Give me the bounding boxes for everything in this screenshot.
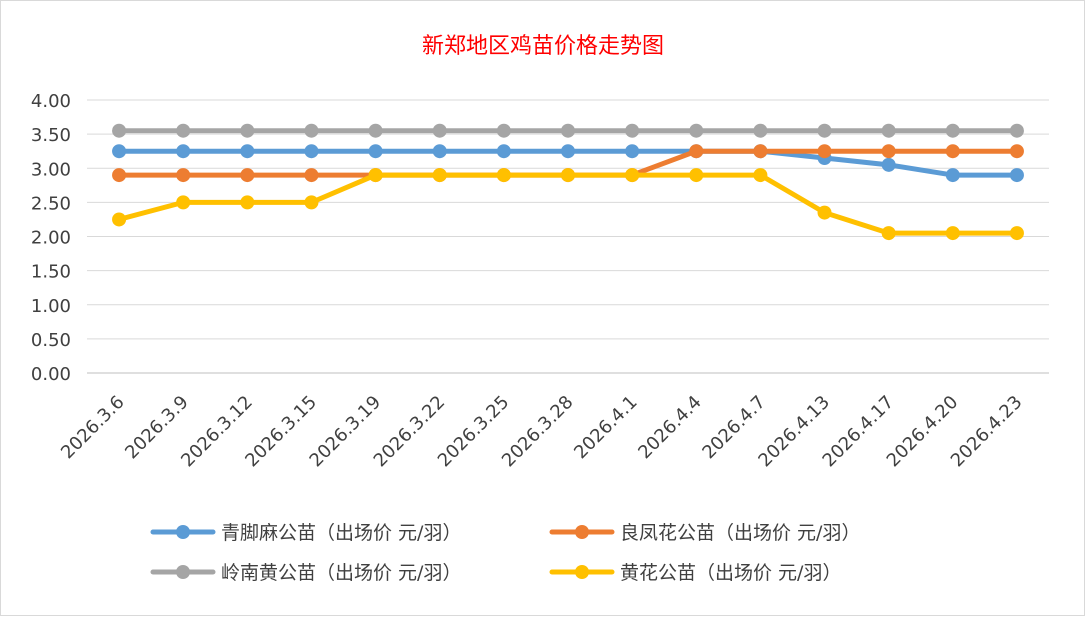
legend-marker [575,525,589,539]
legend-label: 黄花公苗（出场价 元/羽） [620,562,841,584]
legend-item-2: 岭南黄公苗（出场价 元/羽） [150,562,461,584]
data-point [432,168,447,183]
x-axis-ticks: 2026.3.62026.3.92026.3.122026.3.152026.3… [57,392,1026,472]
data-point [753,144,768,159]
legend-marker [575,565,589,579]
data-point [881,144,896,159]
x-tick-label: 2026.4.1 [570,392,642,464]
data-point [753,168,768,183]
data-point [817,123,832,138]
data-point [753,123,768,138]
data-point [304,195,319,210]
data-point [689,144,704,159]
gridlines [87,99,1049,374]
data-point [689,123,704,138]
data-point [432,123,447,138]
data-point [368,123,383,138]
legend-marker [176,525,190,539]
data-point [1009,123,1024,138]
data-point [1009,226,1024,241]
data-point [945,168,960,183]
data-point [176,168,191,183]
y-tick-label: 2.00 [31,228,71,249]
data-point [176,144,191,159]
y-tick-label: 0.50 [31,330,71,351]
data-point [496,123,511,138]
y-tick-label: 1.50 [31,262,71,283]
data-point [176,123,191,138]
data-point [881,226,896,241]
y-axis-ticks: 0.00 0.50 1.00 1.50 2.00 2.50 3.00 3.50 4.00 [31,91,71,385]
series-0 [112,144,1024,183]
data-point [625,144,640,159]
y-tick-label: 2.50 [31,193,71,214]
data-point [496,168,511,183]
data-point [240,144,255,159]
data-point [304,123,319,138]
data-point [368,144,383,159]
y-tick-label: 3.50 [31,125,71,146]
y-tick-label: 4.00 [31,91,71,112]
data-point [304,168,319,183]
data-point [112,168,127,183]
x-tick-label: 2026.3.6 [57,392,129,464]
data-point [561,168,575,183]
data-point [817,144,832,159]
data-point [625,123,640,138]
y-tick-label: 3.00 [31,159,71,180]
data-point [561,144,575,159]
data-point [625,168,640,183]
data-point [304,144,319,159]
data-point [945,226,960,241]
y-tick-label: 0.00 [31,364,71,385]
data-point [240,123,255,138]
data-point [561,123,575,138]
data-point [112,144,127,159]
legend-item-1: 良凤花公苗（出场价 元/羽） [549,522,860,544]
data-point [368,168,383,183]
y-tick-label: 1.00 [31,296,71,317]
data-point [240,195,255,210]
series-3 [112,168,1024,241]
legend-label: 良凤花公苗（出场价 元/羽） [620,522,860,544]
data-point [881,123,896,138]
legend-marker [176,565,190,579]
series-lines [112,123,1024,241]
data-point [689,168,704,183]
data-point [496,144,511,159]
legend: 青脚麻公苗（出场价 元/羽） 良凤花公苗（出场价 元/羽） 岭南黄公苗（出场价 元/… [150,522,860,584]
x-tick-label: 2026.4.4 [634,392,706,464]
data-point [240,168,255,183]
data-point [945,144,960,159]
series-2 [112,123,1024,138]
chart-title: 新郑地区鸡苗价格走势图 [422,34,664,59]
data-point [1009,168,1024,183]
legend-label: 岭南黄公苗（出场价 元/羽） [221,562,461,584]
data-point [432,144,447,159]
data-point [945,123,960,138]
data-point [881,157,896,172]
data-point [112,123,127,138]
data-point [112,212,127,227]
data-point [817,205,832,220]
legend-item-3: 黄花公苗（出场价 元/羽） [549,562,841,584]
legend-item-0: 青脚麻公苗（出场价 元/羽） [150,522,461,544]
legend-label: 青脚麻公苗（出场价 元/羽） [221,522,461,544]
data-point [1009,144,1024,159]
data-point [176,195,191,210]
